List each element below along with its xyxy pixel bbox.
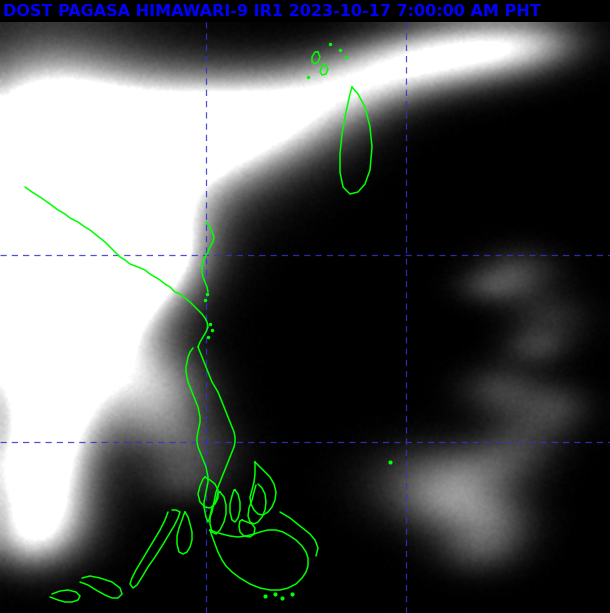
Text: DOST PAGASA HIMAWARI-9 IR1 2023-10-17 7:00:00 AM PHT: DOST PAGASA HIMAWARI-9 IR1 2023-10-17 7:… [3,4,541,18]
